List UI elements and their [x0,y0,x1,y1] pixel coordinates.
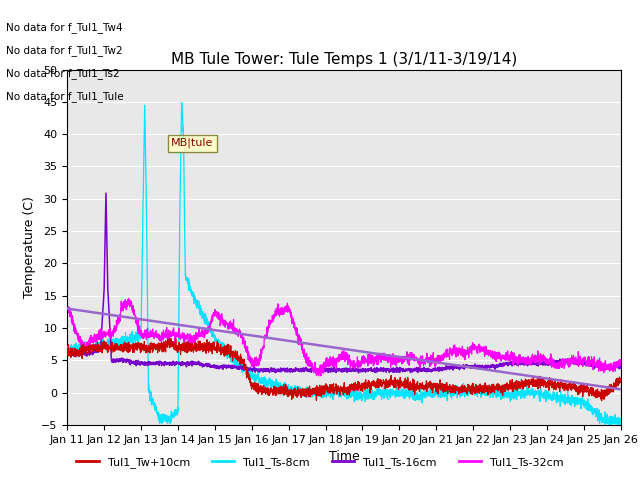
Text: No data for f_Tul1_Tw4: No data for f_Tul1_Tw4 [6,22,123,33]
Legend: Tul1_Tw+10cm, Tul1_Ts-8cm, Tul1_Ts-16cm, Tul1_Ts-32cm: Tul1_Tw+10cm, Tul1_Ts-8cm, Tul1_Ts-16cm,… [72,452,568,472]
X-axis label: Time: Time [328,450,360,463]
Text: No data for f_Tul1_Ts2: No data for f_Tul1_Ts2 [6,68,120,79]
Title: MB Tule Tower: Tule Temps 1 (3/1/11-3/19/14): MB Tule Tower: Tule Temps 1 (3/1/11-3/19… [171,52,517,67]
Y-axis label: Temperature (C): Temperature (C) [22,196,36,298]
Text: MB|tule: MB|tule [172,138,214,148]
Text: No data for f_Tul1_Tw2: No data for f_Tul1_Tw2 [6,45,123,56]
Text: No data for f_Tul1_Tule: No data for f_Tul1_Tule [6,91,124,102]
